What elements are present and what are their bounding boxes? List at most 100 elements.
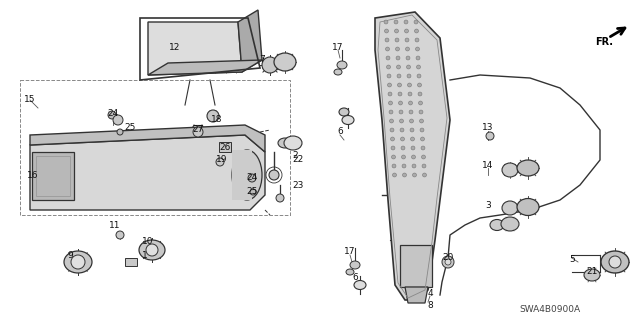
Circle shape: [422, 155, 426, 159]
Circle shape: [388, 92, 392, 96]
Ellipse shape: [232, 150, 262, 200]
Ellipse shape: [274, 53, 296, 71]
Circle shape: [404, 29, 408, 33]
Polygon shape: [375, 12, 450, 300]
Ellipse shape: [354, 280, 366, 290]
Text: 8: 8: [427, 300, 433, 309]
Circle shape: [406, 65, 410, 69]
Text: 13: 13: [483, 123, 493, 132]
Text: 17: 17: [344, 248, 356, 256]
Circle shape: [207, 110, 219, 122]
Polygon shape: [30, 135, 265, 210]
Text: 15: 15: [24, 95, 36, 105]
Bar: [232, 150, 252, 200]
Circle shape: [417, 74, 421, 78]
Ellipse shape: [334, 69, 342, 75]
Circle shape: [411, 146, 415, 150]
Text: 4: 4: [427, 288, 433, 298]
Circle shape: [385, 38, 389, 42]
Circle shape: [116, 231, 124, 239]
Circle shape: [250, 189, 256, 195]
Text: 2: 2: [292, 151, 298, 160]
Text: 12: 12: [170, 43, 180, 53]
Text: 6: 6: [352, 273, 358, 283]
Circle shape: [390, 128, 394, 132]
Ellipse shape: [262, 57, 278, 73]
Ellipse shape: [342, 115, 354, 124]
Ellipse shape: [139, 240, 165, 260]
Circle shape: [401, 155, 406, 159]
Circle shape: [401, 146, 405, 150]
Ellipse shape: [350, 261, 360, 269]
Circle shape: [416, 56, 420, 60]
Text: 26: 26: [220, 144, 230, 152]
Text: 1: 1: [142, 250, 148, 259]
Text: 20: 20: [442, 254, 454, 263]
Circle shape: [413, 173, 417, 177]
Circle shape: [388, 101, 392, 105]
Circle shape: [397, 83, 401, 87]
Text: SWA4B0900A: SWA4B0900A: [520, 306, 580, 315]
Circle shape: [71, 255, 85, 269]
Circle shape: [216, 158, 224, 166]
Circle shape: [486, 132, 494, 140]
Circle shape: [385, 29, 388, 33]
Text: 27: 27: [192, 125, 204, 135]
Circle shape: [609, 256, 621, 268]
Circle shape: [408, 92, 412, 96]
Circle shape: [406, 56, 410, 60]
Text: 23: 23: [292, 181, 304, 189]
Text: 10: 10: [142, 238, 154, 247]
Circle shape: [384, 20, 388, 24]
Circle shape: [422, 164, 426, 168]
Circle shape: [422, 173, 426, 177]
Text: 9: 9: [67, 250, 73, 259]
Circle shape: [410, 137, 415, 141]
Circle shape: [407, 74, 411, 78]
Circle shape: [396, 56, 400, 60]
Circle shape: [397, 65, 401, 69]
Ellipse shape: [337, 61, 347, 69]
Ellipse shape: [601, 251, 629, 273]
Circle shape: [408, 83, 412, 87]
Circle shape: [419, 110, 423, 114]
Circle shape: [276, 194, 284, 202]
Ellipse shape: [501, 217, 519, 231]
Circle shape: [406, 47, 410, 51]
Ellipse shape: [339, 108, 349, 116]
Text: 3: 3: [485, 201, 491, 210]
Text: 16: 16: [28, 170, 39, 180]
Circle shape: [404, 20, 408, 24]
Text: 5: 5: [569, 256, 575, 264]
Circle shape: [412, 164, 416, 168]
Circle shape: [392, 155, 396, 159]
Circle shape: [399, 110, 403, 114]
Circle shape: [391, 146, 395, 150]
Circle shape: [442, 256, 454, 268]
Circle shape: [397, 74, 401, 78]
Text: 18: 18: [211, 115, 223, 124]
Ellipse shape: [490, 219, 504, 231]
Circle shape: [421, 146, 425, 150]
Circle shape: [108, 111, 116, 119]
Text: 21: 21: [586, 268, 598, 277]
Text: 6: 6: [337, 128, 343, 137]
Text: 25: 25: [246, 188, 258, 197]
Ellipse shape: [502, 201, 518, 215]
Text: 24: 24: [108, 108, 118, 117]
Text: FR.: FR.: [595, 37, 613, 47]
Circle shape: [405, 38, 409, 42]
Circle shape: [401, 137, 404, 141]
Circle shape: [394, 29, 399, 33]
Ellipse shape: [64, 251, 92, 273]
Circle shape: [412, 155, 415, 159]
Text: 7: 7: [259, 56, 265, 64]
Circle shape: [395, 38, 399, 42]
Circle shape: [390, 137, 394, 141]
Text: 19: 19: [216, 155, 228, 165]
Bar: [219, 142, 231, 152]
Ellipse shape: [346, 269, 354, 275]
Circle shape: [386, 56, 390, 60]
Circle shape: [392, 173, 397, 177]
Text: 22: 22: [292, 155, 303, 165]
